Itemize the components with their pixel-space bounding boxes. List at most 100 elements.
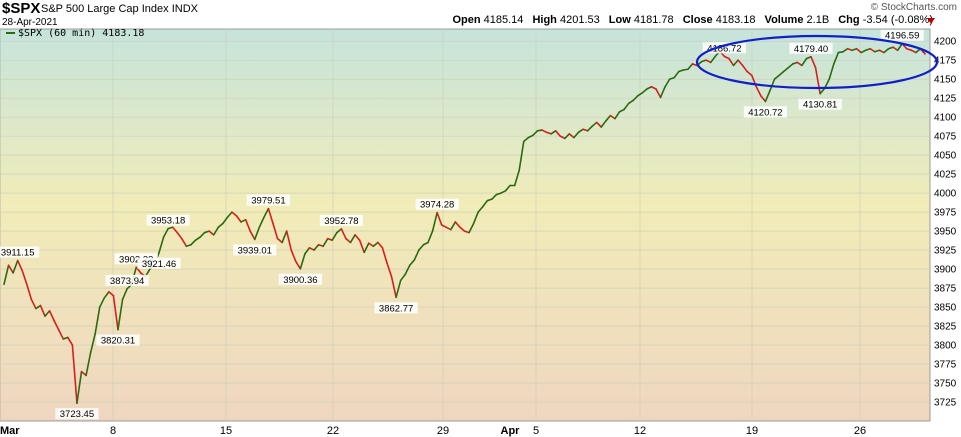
price-segment [108,291,115,297]
x-tick-label: Apr [501,425,521,437]
price-label-bg [374,302,418,314]
y-tick-label: 3725 [934,398,957,409]
price-segment [591,121,598,128]
price-segment [737,59,744,67]
price-segment [381,246,388,264]
price-segment [796,61,803,67]
price-segment [600,120,607,128]
price-segment [614,111,621,120]
price-segment [545,131,552,135]
price-label-bg [55,408,99,420]
price-segment [377,241,384,249]
brand-watermark: © StockCharts.com [870,2,957,13]
price-segment [513,169,521,187]
price-segment [810,56,817,69]
price-segment [436,211,443,226]
price-segment [454,221,461,229]
price-segment [746,70,753,77]
price-segment [527,134,534,139]
price-segment [431,211,438,232]
y-tick-label: 3800 [934,341,957,352]
price-segment [874,49,881,53]
price-segment [805,56,812,60]
price-segment [35,304,42,310]
y-tick-label: 4200 [934,37,957,48]
price-segment [700,59,707,63]
price-segment [887,46,894,50]
price-segment [741,64,748,73]
price-segment [267,207,274,225]
price-segment [655,88,662,99]
price-segment [532,129,539,137]
price-segment [687,63,694,71]
price-segment [185,243,192,248]
price-segment [408,259,416,267]
price-label: 3921.46 [142,259,176,270]
price-segment [253,226,261,241]
price-segment [39,304,46,317]
price-label: 3939.01 [238,245,272,256]
price-segment [554,129,562,137]
price-label-bg [278,273,322,285]
price-segment [833,51,840,65]
price-segment [304,246,311,255]
price-segment [363,242,370,254]
price-segment [504,184,511,192]
price-label-bg [743,106,788,118]
price-segment [217,222,224,229]
y-tick-label: 4150 [934,75,957,86]
x-tick-label: 29 [437,425,449,437]
price-label: 3862.77 [379,303,413,314]
y-tick-label: 4050 [934,151,957,162]
price-segment [158,236,165,254]
x-tick-label: 26 [854,425,866,437]
price-label: 4196.59 [885,31,919,42]
price-segment [422,241,429,246]
price-segment [285,230,293,251]
price-segment [440,224,448,229]
price-segment [477,205,484,213]
price-label: 3873.94 [110,276,144,287]
chart-legend: $SPX (60 min) 4183.18 [6,28,144,39]
price-segment [755,85,762,97]
price-label: 3974.28 [420,200,454,211]
price-label: 3952.78 [324,216,358,227]
price-segment [395,279,402,299]
price-segment [472,211,479,225]
price-segment [263,207,270,219]
price-label: 4120.72 [748,107,782,118]
price-segment [463,230,470,234]
price-segment [44,310,51,317]
price-segment [787,63,794,69]
price-segment [30,298,37,310]
price-segment [605,114,612,122]
price-segment [295,260,302,270]
price-label-bg [96,334,140,346]
price-segment [609,114,616,120]
price-segment [194,236,201,241]
y-tick-label: 4075 [934,132,957,143]
x-tick-label: 22 [327,425,339,437]
price-label: 3723.45 [60,409,94,420]
price-segment [445,226,452,231]
price-segment [709,55,717,64]
price-segment [636,92,644,97]
price-label-bg [702,42,746,54]
price-segment [586,125,593,132]
price-segment [226,211,233,219]
price-segment [468,222,475,234]
x-tick-label: 19 [746,425,758,437]
chart-symbol: $SPX [2,0,41,17]
price-segment [650,85,657,90]
price-segment [823,78,831,90]
price-segment [235,215,242,223]
price-segment [21,269,28,286]
price-segment [399,273,407,282]
price-segment [199,231,206,238]
price-segment [760,95,767,103]
price-segment [450,221,457,231]
price-segment [244,218,252,232]
price-segment [495,192,502,196]
price-segment [595,121,603,128]
price-segment [623,102,630,111]
